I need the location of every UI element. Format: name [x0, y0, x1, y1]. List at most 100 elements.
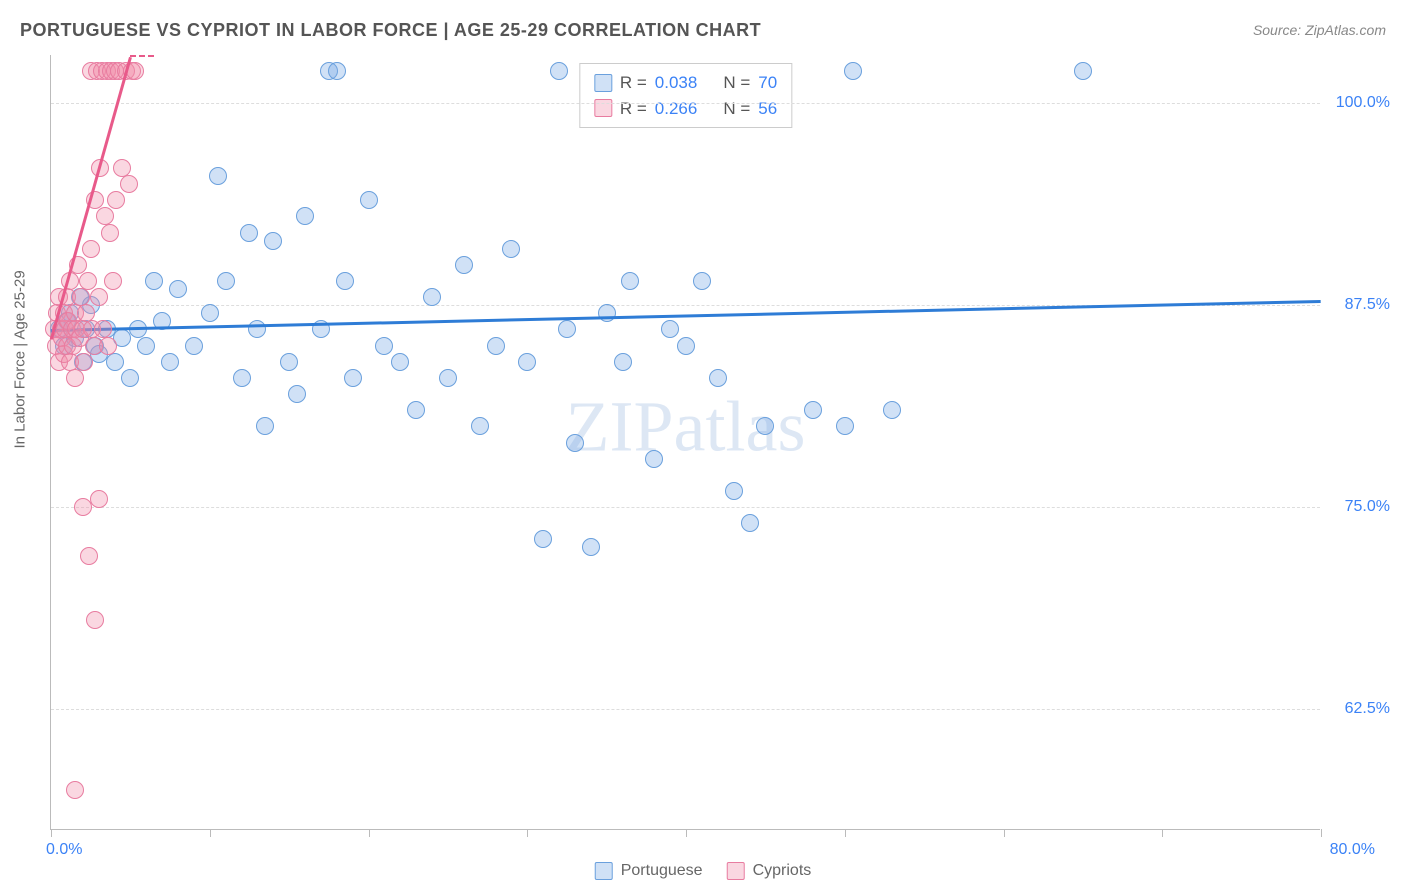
n-value: 56	[758, 96, 777, 122]
legend-label: Portuguese	[621, 862, 703, 880]
source-attribution: Source: ZipAtlas.com	[1253, 22, 1386, 38]
trendline-extension	[130, 55, 154, 57]
y-tick-label: 87.5%	[1345, 296, 1390, 314]
y-tick-label: 100.0%	[1336, 94, 1390, 112]
data-point	[883, 401, 901, 419]
x-max-label: 80.0%	[1330, 841, 1375, 859]
legend-item: Cypriots	[727, 862, 812, 880]
data-point	[107, 191, 125, 209]
data-point	[121, 369, 139, 387]
n-label: N =	[723, 96, 750, 122]
data-point	[161, 353, 179, 371]
x-tick	[210, 829, 211, 837]
data-point	[566, 434, 584, 452]
legend-stats-row: R = 0.266 N = 56	[594, 96, 777, 122]
data-point	[217, 272, 235, 290]
data-point	[209, 167, 227, 185]
gridline	[51, 709, 1320, 710]
legend-swatch	[595, 862, 613, 880]
y-tick-label: 75.0%	[1345, 498, 1390, 516]
x-tick	[845, 829, 846, 837]
r-value: 0.266	[655, 96, 698, 122]
data-point	[80, 547, 98, 565]
r-value: 0.038	[655, 70, 698, 96]
data-point	[106, 353, 124, 371]
data-point	[104, 272, 122, 290]
data-point	[677, 337, 695, 355]
data-point	[75, 353, 93, 371]
data-point	[90, 288, 108, 306]
x-min-label: 0.0%	[46, 841, 82, 859]
data-point	[375, 337, 393, 355]
data-point	[120, 175, 138, 193]
data-point	[66, 369, 84, 387]
data-point	[502, 240, 520, 258]
data-point	[439, 369, 457, 387]
data-point	[66, 781, 84, 799]
legend-series: Portuguese Cypriots	[595, 862, 812, 880]
data-point	[201, 304, 219, 322]
legend-swatch	[594, 99, 612, 117]
r-label: R =	[620, 96, 647, 122]
data-point	[79, 272, 97, 290]
chart-container: PORTUGUESE VS CYPRIOT IN LABOR FORCE | A…	[0, 0, 1406, 892]
data-point	[804, 401, 822, 419]
y-axis-title: In Labor Force | Age 25-29	[12, 270, 29, 448]
data-point	[145, 272, 163, 290]
data-point	[185, 337, 203, 355]
data-point	[296, 207, 314, 225]
data-point	[169, 280, 187, 298]
legend-stats-row: R =0.038N =70	[594, 70, 777, 96]
data-point	[360, 191, 378, 209]
x-tick	[1162, 829, 1163, 837]
data-point	[407, 401, 425, 419]
r-label: R =	[620, 70, 647, 96]
data-point	[582, 538, 600, 556]
data-point	[240, 224, 258, 242]
legend-label: Cypriots	[753, 862, 812, 880]
data-point	[836, 417, 854, 435]
data-point	[741, 514, 759, 532]
x-tick	[369, 829, 370, 837]
legend-stats: R = 0.038 N = 70R = 0.266 N = 56	[579, 63, 792, 128]
data-point	[645, 450, 663, 468]
data-point	[137, 337, 155, 355]
data-point	[280, 353, 298, 371]
data-point	[101, 224, 119, 242]
data-point	[82, 240, 100, 258]
data-point	[614, 353, 632, 371]
x-tick	[1321, 829, 1322, 837]
data-point	[86, 611, 104, 629]
data-point	[621, 272, 639, 290]
data-point	[1074, 62, 1092, 80]
data-point	[328, 62, 346, 80]
gridline	[51, 507, 1320, 508]
data-point	[756, 417, 774, 435]
data-point	[558, 320, 576, 338]
data-point	[534, 530, 552, 548]
data-point	[471, 417, 489, 435]
x-tick	[1004, 829, 1005, 837]
x-tick	[527, 829, 528, 837]
data-point	[264, 232, 282, 250]
data-point	[99, 337, 117, 355]
data-point	[336, 272, 354, 290]
legend-item: Portuguese	[595, 862, 703, 880]
data-point	[233, 369, 251, 387]
gridline	[51, 103, 1320, 104]
data-point	[661, 320, 679, 338]
data-point	[693, 272, 711, 290]
x-tick	[51, 829, 52, 837]
data-point	[90, 490, 108, 508]
data-point	[256, 417, 274, 435]
data-point	[598, 304, 616, 322]
data-point	[725, 482, 743, 500]
data-point	[455, 256, 473, 274]
n-value: 70	[758, 70, 777, 96]
legend-swatch	[594, 74, 612, 92]
data-point	[288, 385, 306, 403]
legend-swatch	[727, 862, 745, 880]
chart-title: PORTUGUESE VS CYPRIOT IN LABOR FORCE | A…	[20, 20, 761, 41]
data-point	[344, 369, 362, 387]
x-tick	[686, 829, 687, 837]
